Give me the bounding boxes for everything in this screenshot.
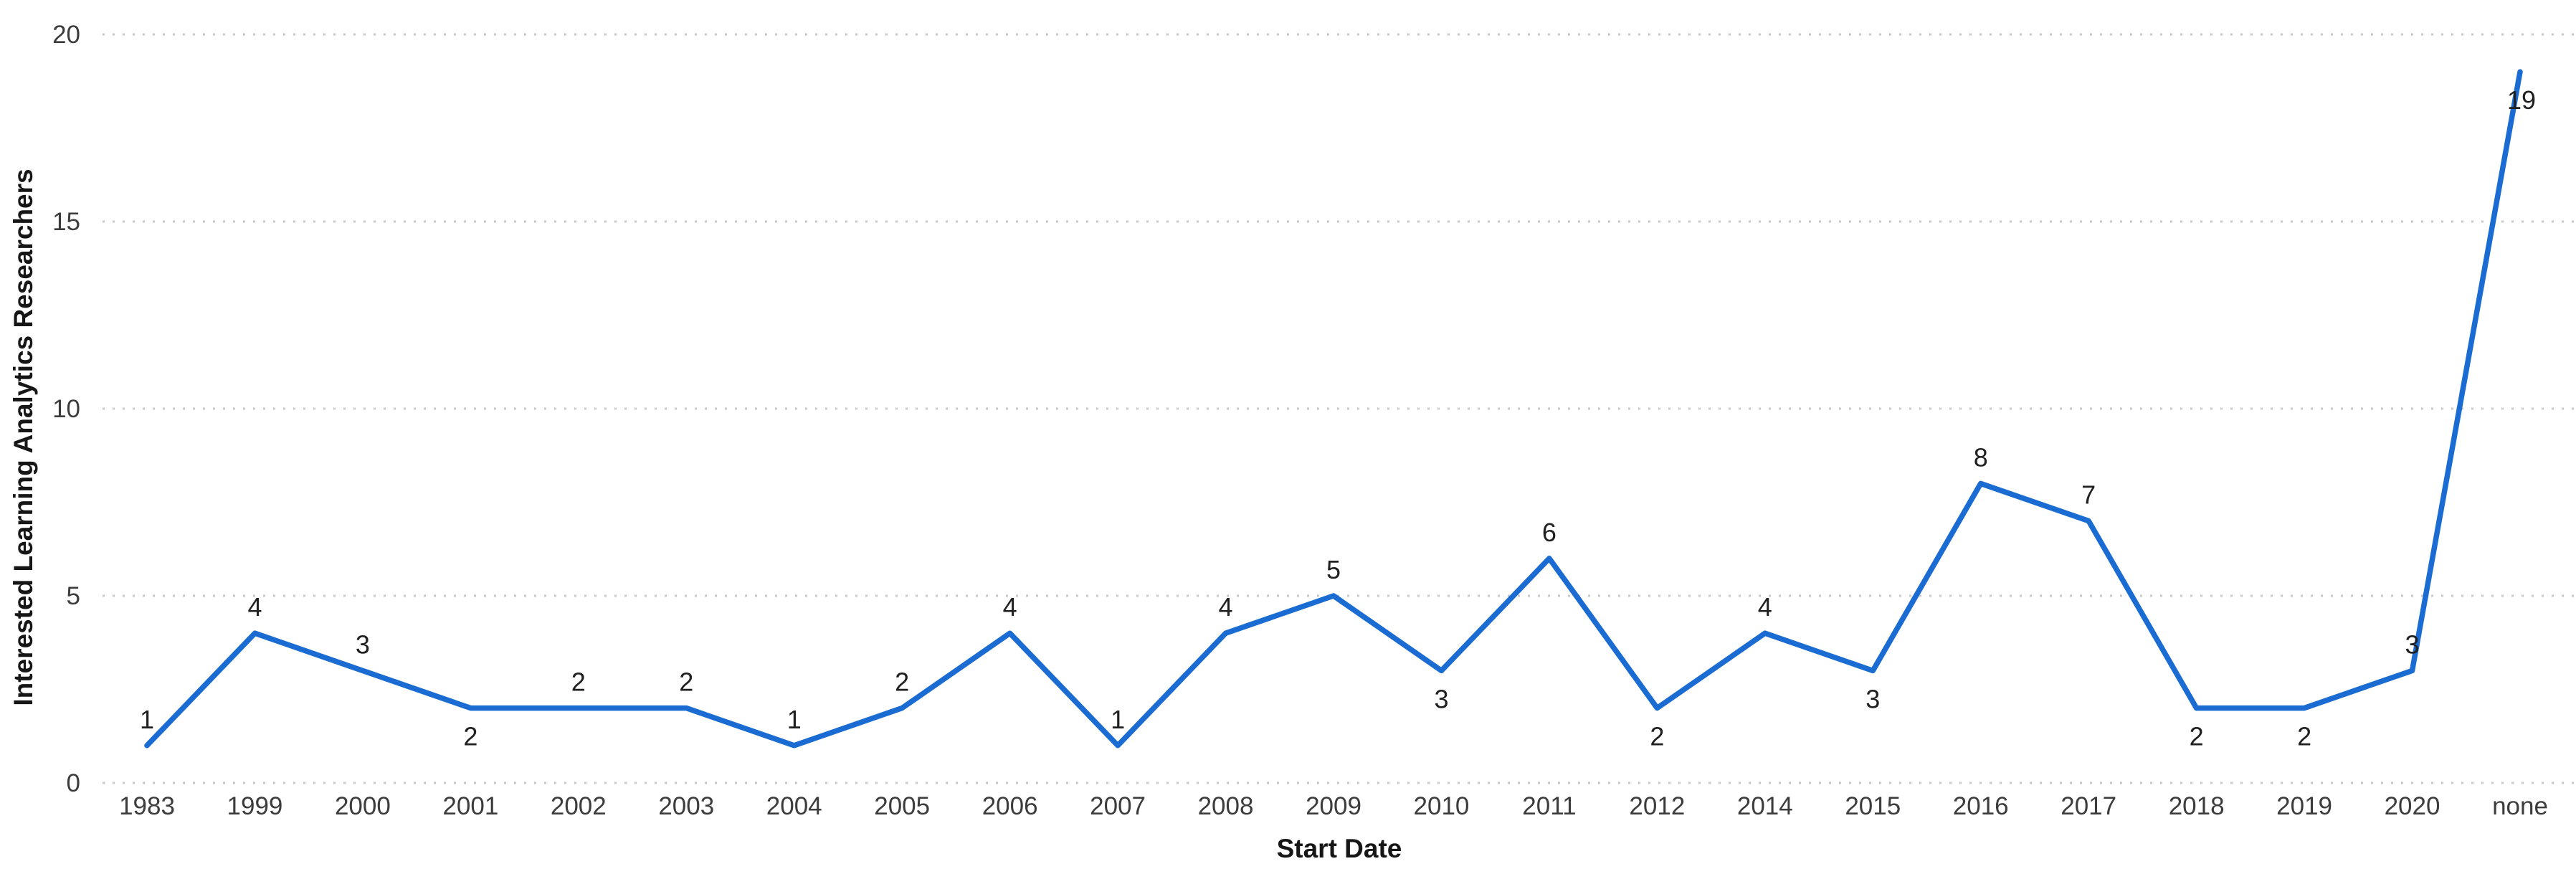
data-point-label: 19 — [2507, 85, 2536, 115]
x-axis-tick-label[interactable]: 2003 — [658, 792, 714, 820]
data-point-label: 3 — [1434, 684, 1448, 713]
data-point-label: 1 — [787, 705, 802, 734]
x-axis-tick-label[interactable]: 2016 — [1953, 792, 2009, 820]
data-point-label: 3 — [2405, 629, 2420, 659]
y-axis-title: Interested Learning Analytics Researcher… — [9, 168, 38, 705]
x-axis-tick-label[interactable]: 2008 — [1198, 792, 1254, 820]
x-axis-tick-label[interactable]: 2015 — [1845, 792, 1901, 820]
x-axis-tick-label[interactable]: 2020 — [2385, 792, 2440, 820]
x-axis-tick-label[interactable]: 2017 — [2061, 792, 2116, 820]
x-axis-tick-label[interactable]: 2011 — [1522, 792, 1576, 820]
x-axis-tick-label[interactable]: 2005 — [874, 792, 930, 820]
y-axis-tick-label: 5 — [67, 582, 80, 610]
data-point-label: 2 — [1650, 722, 1664, 751]
x-axis-tick-label[interactable]: 2000 — [335, 792, 391, 820]
data-point-label: 1 — [1111, 705, 1125, 734]
series-line[interactable] — [144, 69, 2523, 749]
x-axis-tick-label[interactable]: 2009 — [1306, 792, 1361, 820]
x-axis-tick-label[interactable]: 1999 — [227, 792, 283, 820]
x-axis-tick-label[interactable]: 2018 — [2169, 792, 2225, 820]
x-axis-tick-label[interactable]: 2012 — [1629, 792, 1685, 820]
y-axis-tick-label: 10 — [52, 395, 80, 423]
data-point-label: 5 — [1326, 555, 1341, 584]
x-axis-tick-label[interactable]: 2014 — [1737, 792, 1793, 820]
x-axis-tick-label[interactable]: 2004 — [766, 792, 822, 820]
data-point-label: 3 — [356, 629, 370, 659]
x-axis-tick-label[interactable]: 2007 — [1090, 792, 1146, 820]
x-axis-title: Start Date — [1277, 834, 1402, 863]
data-point-label: 2 — [895, 667, 909, 697]
x-axis-tick-label[interactable]: 2006 — [982, 792, 1038, 820]
x-axis-tick-label[interactable]: 2002 — [551, 792, 607, 820]
y-axis-tick-label: 15 — [52, 208, 80, 236]
x-axis-tick-label[interactable]: 2019 — [2276, 792, 2332, 820]
data-point-label: 2 — [571, 667, 586, 697]
data-point-label: 2 — [679, 667, 693, 697]
data-point-label: 4 — [1003, 592, 1017, 622]
x-axis-tick-label[interactable]: 1983 — [119, 792, 175, 820]
x-axis-tick-label[interactable]: none — [2492, 792, 2548, 820]
data-point-label: 4 — [1758, 592, 1772, 622]
data-point-label: 4 — [1219, 592, 1233, 622]
data-point-label: 1 — [140, 705, 154, 734]
data-point-label: 6 — [1542, 518, 1556, 547]
data-point-label: 4 — [247, 592, 262, 622]
data-point-label: 7 — [2081, 480, 2096, 510]
y-axis-tick-label: 20 — [52, 21, 80, 49]
data-point-label: 2 — [2190, 722, 2204, 751]
x-axis-tick-label[interactable]: 2010 — [1414, 792, 1470, 820]
data-point-label: 2 — [2297, 722, 2311, 751]
y-axis-tick-label: 0 — [67, 769, 80, 797]
x-axis-tick-label[interactable]: 2001 — [442, 792, 498, 820]
data-point-label: 3 — [1866, 684, 1880, 713]
data-point-label: 2 — [463, 722, 477, 751]
data-point-label: 8 — [1974, 442, 1988, 472]
